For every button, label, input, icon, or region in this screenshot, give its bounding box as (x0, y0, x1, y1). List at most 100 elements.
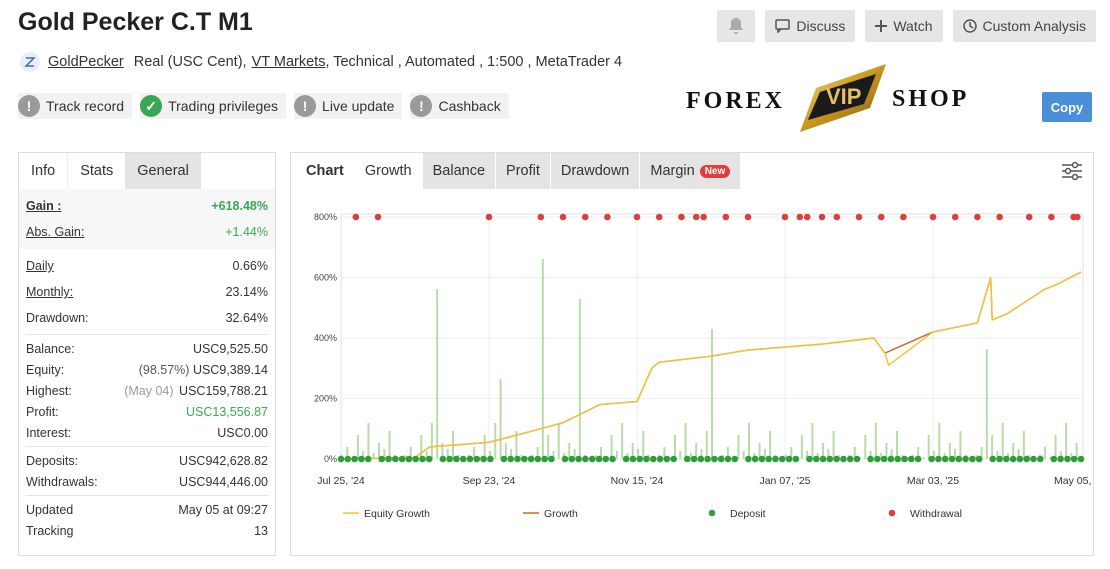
deposit-point (602, 455, 610, 463)
volume-bar (922, 457, 925, 459)
deposit-point (412, 455, 419, 463)
deposit-point (826, 455, 834, 463)
equity-growth-line (340, 271, 1082, 460)
tab-general[interactable]: General (125, 153, 201, 189)
volume-bar (927, 435, 930, 459)
volume-bar (383, 449, 386, 459)
owner-link[interactable]: GoldPecker (48, 54, 124, 70)
tab-balance[interactable]: Balance (422, 153, 496, 189)
volume-bar (933, 451, 935, 459)
monthly-label[interactable]: Monthly: (26, 285, 74, 299)
abs-gain-value: +1.44% (225, 225, 268, 239)
badge-trading-privileges[interactable]: ✓ Trading privileges (140, 93, 287, 119)
volume-bar (980, 447, 983, 459)
drawdown-value: 32.64% (225, 311, 268, 325)
volume-bar (726, 447, 729, 459)
deposit-point (941, 455, 949, 463)
withdrawal-point (604, 213, 611, 221)
tab-growth[interactable]: Growth (354, 153, 422, 189)
divider (26, 495, 268, 496)
withdrawal-point (485, 213, 493, 221)
volume-bar (758, 443, 761, 459)
highest-label: Highest: (26, 383, 72, 398)
volume-bar (769, 431, 772, 459)
deposit-point (989, 455, 997, 463)
custom-analysis-button[interactable]: Custom Analysis (952, 10, 1096, 42)
deposit-point (765, 455, 773, 463)
watch-label: Watch (893, 18, 933, 34)
withdrawal-point (803, 213, 811, 221)
volume-bar (372, 453, 375, 459)
badge-label: Live update (322, 98, 395, 114)
volume-bar (663, 447, 666, 459)
withdrawal-point (655, 213, 663, 221)
tab-stats[interactable]: Stats (67, 153, 126, 189)
volume-bar (568, 443, 571, 459)
volume-bar (1070, 453, 1073, 459)
deposit-point (507, 455, 515, 463)
volume-bar (515, 431, 518, 459)
deposit-point (337, 455, 345, 463)
deposit-point (751, 455, 759, 463)
deposit-point (514, 455, 521, 463)
deposit-point (846, 455, 854, 463)
watch-button[interactable]: Watch (865, 10, 943, 42)
notification-button[interactable] (717, 10, 756, 42)
volume-bar (806, 451, 809, 459)
tab-drawdown[interactable]: Drawdown (550, 153, 640, 189)
updated-value: May 05 at 09:27 (178, 502, 268, 517)
chart-tabs: Chart Growth Balance Profit Drawdown Mar… (291, 153, 1093, 189)
deposit-point (670, 455, 677, 463)
deposit-point (385, 455, 392, 463)
deposit-point (887, 455, 895, 463)
tab-info[interactable]: Info (19, 153, 68, 189)
volume-bar (1054, 435, 1057, 459)
deposit-point (609, 455, 616, 463)
deposit-point (1030, 455, 1037, 463)
deposit-point (1009, 455, 1017, 463)
volume-bar (552, 451, 555, 459)
profit-label: Profit: (26, 404, 59, 419)
badge-cashback[interactable]: ! Cashback (410, 93, 509, 119)
volume-bar (388, 431, 391, 459)
volume-bar (811, 423, 814, 459)
y-tick-label: 400% (314, 333, 337, 343)
deposit-point (880, 455, 888, 463)
tab-chart[interactable]: Chart (306, 163, 344, 179)
abs-gain-label[interactable]: Abs. Gain: (26, 225, 85, 239)
deposit-point (792, 455, 800, 463)
growth-chart: 0% 200% 400% 600% 800% Jul 25, '24 Sep 23, '2… (314, 212, 1093, 520)
volume-bar (1065, 423, 1068, 459)
y-tick-label: 0% (324, 454, 337, 464)
discuss-button[interactable]: Discuss (765, 10, 856, 42)
volume-bar (441, 443, 444, 459)
badge-track-record[interactable]: ! Track record (18, 93, 133, 119)
custom-analysis-label: Custom Analysis (982, 18, 1086, 34)
withdrawal-point (833, 213, 841, 221)
badge-live-update[interactable]: ! Live update (294, 93, 403, 119)
volume-bar (504, 443, 507, 459)
broker-link[interactable]: VT Markets (251, 54, 326, 70)
deposit-point (717, 455, 725, 463)
copy-button[interactable]: Copy (1042, 92, 1092, 122)
tab-margin[interactable]: Margin New (640, 153, 741, 189)
volume-bar (600, 447, 602, 459)
chat-icon (775, 19, 791, 33)
deposit-point (398, 455, 406, 463)
interest-value: USC0.00 (217, 425, 268, 440)
withdrawals-label: Withdrawals: (26, 474, 98, 489)
daily-value: 0.66% (232, 259, 268, 273)
exclamation-icon: ! (294, 95, 317, 117)
volume-bar (541, 259, 544, 459)
deposit-point (778, 455, 786, 463)
account-details: , Technical , Automated , 1:500 , MetaTr… (325, 54, 623, 70)
tab-profit[interactable]: Profit (496, 153, 550, 189)
deposit-point (840, 455, 847, 463)
gain-label[interactable]: Gain : (26, 199, 62, 213)
withdrawal-point (796, 213, 804, 221)
volume-bar (959, 431, 962, 459)
settings-sliders-icon[interactable] (1061, 161, 1083, 181)
daily-label[interactable]: Daily (26, 259, 54, 273)
deposit-point (962, 455, 969, 463)
withdrawal-point (781, 213, 789, 221)
